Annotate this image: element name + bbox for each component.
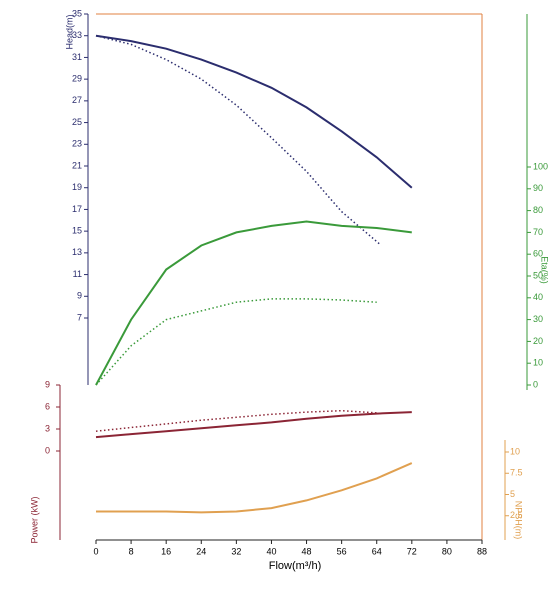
y-tick-label: 19: [72, 182, 82, 192]
y-tick-label: 11: [73, 269, 82, 279]
y-tick-label: 30: [533, 314, 543, 324]
y-tick-label: 5: [510, 489, 515, 499]
x-tick-label: 0: [93, 546, 98, 556]
x-tick-label: 24: [196, 546, 206, 556]
y-tick-label: 9: [77, 291, 82, 301]
y-tick-label: 25: [72, 117, 82, 127]
y-tick-label: 33: [72, 30, 82, 40]
y-tick-label: 29: [72, 74, 82, 84]
y-tick-label: 7.5: [510, 468, 523, 478]
series-line: [95, 34, 413, 189]
y-tick-label: 10: [533, 358, 543, 368]
series-line: [96, 462, 413, 514]
y-tick-label: 6: [45, 401, 50, 411]
x-tick-label: 40: [266, 546, 276, 556]
y-tick-label: 20: [533, 336, 543, 346]
y-tick-label: 21: [72, 160, 82, 170]
series-line: [95, 34, 382, 246]
y-tick-label: 70: [533, 227, 543, 237]
series-line: [95, 220, 412, 386]
axis-label: NPSH(m): [514, 501, 524, 540]
x-tick-label: 64: [372, 546, 382, 556]
y-tick-label: 31: [72, 52, 82, 62]
y-tick-label: 60: [533, 249, 543, 259]
axis-label: Eta(%): [540, 256, 550, 284]
y-tick-label: 17: [72, 204, 82, 214]
y-tick-label: 2.5: [510, 510, 523, 520]
x-tick-label: 80: [442, 546, 452, 556]
x-tick-label: 16: [161, 546, 171, 556]
x-tick-label: 48: [302, 546, 312, 556]
x-axis-label: Flow(m³/h): [269, 560, 322, 572]
y-tick-label: 9: [45, 379, 50, 389]
y-tick-label: 50: [533, 270, 543, 280]
y-tick-label: 0: [533, 379, 538, 389]
y-tick-label: 80: [533, 205, 543, 215]
x-tick-label: 32: [231, 546, 241, 556]
y-tick-label: 3: [45, 423, 50, 433]
axis-label: Head(m): [64, 14, 74, 49]
y-tick-label: 13: [72, 247, 82, 257]
series-line: [95, 411, 412, 439]
x-tick-label: 72: [407, 546, 417, 556]
x-tick-label: 56: [337, 546, 347, 556]
y-tick-label: 0: [45, 445, 50, 455]
x-tick-label: 88: [477, 546, 487, 556]
y-tick-label: 7: [77, 312, 82, 322]
y-tick-label: 10: [510, 446, 520, 456]
x-tick-label: 8: [129, 546, 134, 556]
y-tick-label: 27: [72, 95, 82, 105]
y-tick-label: 15: [72, 226, 82, 236]
series-line: [95, 409, 377, 432]
series-line: [95, 298, 377, 386]
y-tick-label: 35: [72, 8, 82, 18]
y-tick-label: 90: [533, 183, 543, 193]
y-tick-label: 40: [533, 292, 543, 302]
y-tick-label: 100: [533, 161, 548, 171]
axis-label: Power (kW): [29, 496, 39, 543]
y-tick-label: 23: [72, 139, 82, 149]
